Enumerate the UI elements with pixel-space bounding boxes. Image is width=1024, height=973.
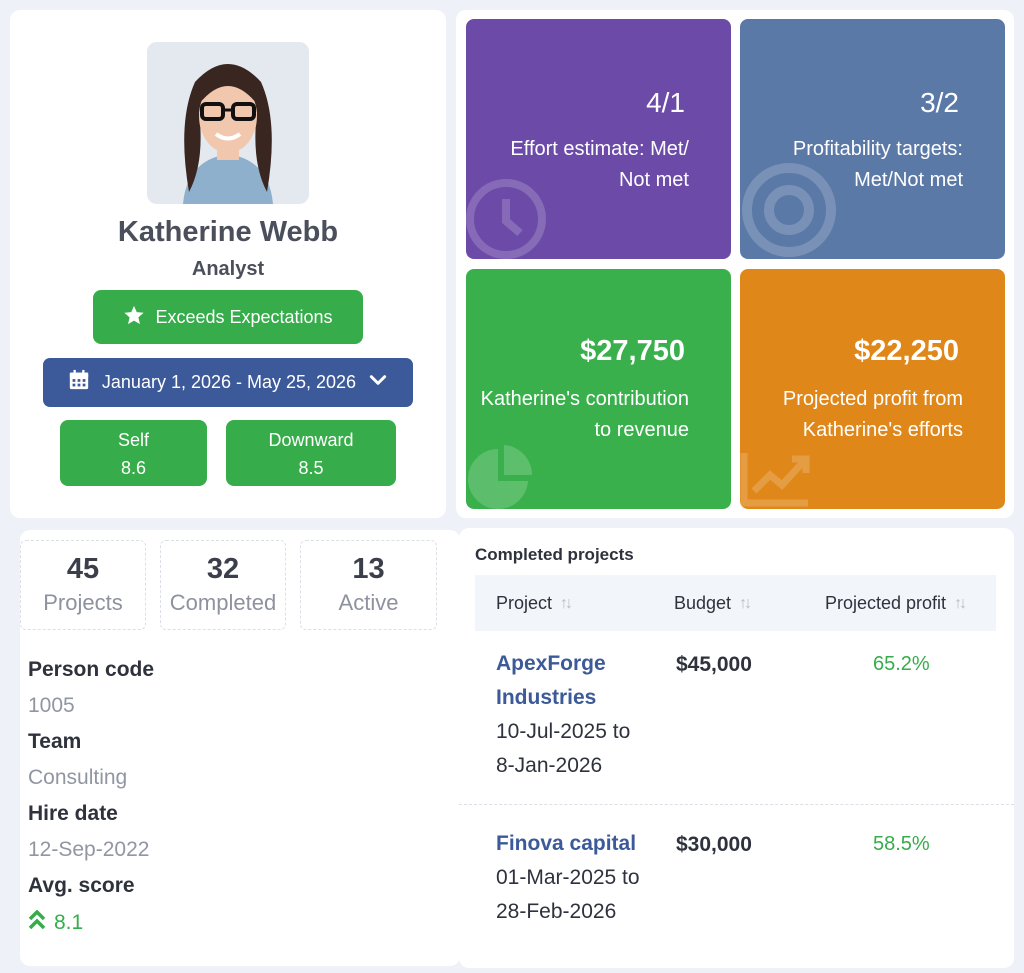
- avg-score-value: 8.1: [54, 911, 84, 934]
- stat-projects-count: 45: [66, 553, 100, 585]
- calendar-icon: [68, 369, 90, 396]
- clock-icon: [466, 179, 546, 259]
- stat-active-caption: Active: [338, 590, 399, 615]
- stat-projects[interactable]: 45 Projects: [20, 540, 146, 630]
- header-budget[interactable]: Budget ↑↓: [674, 593, 752, 613]
- kpi-panel: 4/1 Effort estimate: Met/Not met 3/2 Pro…: [456, 10, 1014, 518]
- person-name: Katherine Webb: [117, 216, 339, 248]
- avg-score: 8.1: [28, 909, 84, 936]
- downward-score-label: Downward: [268, 430, 354, 450]
- profitability-label: Profitability targets: Met/Not met: [792, 138, 963, 191]
- date-range-picker[interactable]: January 1, 2026 - May 25, 2026: [43, 358, 413, 407]
- stat-active-count: 13: [352, 553, 385, 585]
- profitability-targets-tile[interactable]: 3/2 Profitability targets: Met/Not met: [740, 19, 1005, 259]
- project-profit: 65.2%: [873, 653, 930, 675]
- date-range-label: January 1, 2026 - May 25, 2026: [101, 372, 357, 392]
- sort-icon: ↑↓: [739, 594, 752, 612]
- project-link-apexforge[interactable]: ApexForge Industries: [496, 652, 606, 709]
- project-dates: 01-Mar-2025 to 28-Feb-2026: [496, 866, 640, 923]
- projected-label: Projected profit from Katherine's efforts: [782, 388, 963, 441]
- rating-badge-button[interactable]: Exceeds Expectations: [93, 290, 363, 344]
- person-code-value: 1005: [28, 694, 75, 717]
- contribution-value: $27,750: [580, 335, 685, 367]
- effort-value: 4/1: [646, 87, 685, 118]
- pie-chart-icon: [468, 445, 533, 509]
- hire-date-value: 12-Sep-2022: [28, 838, 150, 861]
- stat-completed-count: 32: [206, 553, 240, 585]
- star-icon: [123, 304, 145, 331]
- team-label: Team: [28, 730, 82, 753]
- self-score-value: 8.6: [120, 458, 147, 478]
- stat-active[interactable]: 13 Active: [300, 540, 437, 630]
- details-card: 45 Projects 32 Completed 13 Active Perso…: [20, 530, 460, 966]
- sort-icon: ↑↓: [954, 594, 967, 612]
- header-projected-profit[interactable]: Projected profit ↑↓: [825, 593, 967, 613]
- rating-label: Exceeds Expectations: [155, 306, 333, 327]
- row-divider: [459, 804, 1014, 805]
- trend-up-icon: [740, 453, 810, 507]
- contribution-label: Katherine's contribution to revenue: [480, 388, 689, 441]
- avg-score-label: Avg. score: [28, 874, 135, 897]
- completed-projects-card: Completed projects Project ↑↓ Budget ↑↓ Pr…: [459, 528, 1014, 968]
- project-budget: $45,000: [676, 653, 752, 676]
- person-role: Analyst: [191, 258, 265, 280]
- profile-card: Katherine Webb Analyst Exceeds Expectati…: [10, 10, 446, 518]
- projected-profit-tile[interactable]: $22,250 Projected profit from Katherine's…: [740, 269, 1005, 509]
- self-score-label: Self: [117, 430, 150, 450]
- person-code-label: Person code: [28, 658, 155, 681]
- hire-date-label: Hire date: [28, 802, 118, 825]
- sort-icon: ↑↓: [560, 594, 573, 612]
- project-budget: $30,000: [676, 833, 752, 856]
- projected-value: $22,250: [854, 335, 959, 367]
- revenue-contribution-tile[interactable]: $27,750 Katherine's contribution to reven…: [466, 269, 731, 509]
- target-icon: [742, 163, 836, 257]
- downward-score-button[interactable]: Downward 8.5: [226, 420, 396, 486]
- stat-completed-caption: Completed: [169, 590, 277, 615]
- project-profit: 58.5%: [873, 833, 930, 855]
- team-value: Consulting: [28, 766, 128, 789]
- project-dates: 10-Jul-2025 to 8-Jan-2026: [496, 720, 631, 777]
- header-project[interactable]: Project ↑↓: [496, 593, 573, 613]
- effort-label: Effort estimate: Met/Not met: [510, 138, 689, 191]
- double-chevron-up-icon: [28, 909, 46, 936]
- stat-completed[interactable]: 32 Completed: [160, 540, 286, 630]
- downward-score-value: 8.5: [298, 458, 324, 478]
- effort-estimate-tile[interactable]: 4/1 Effort estimate: Met/Not met: [466, 19, 731, 259]
- stat-projects-caption: Projects: [43, 590, 123, 615]
- avatar: [147, 42, 309, 204]
- table-header: Project ↑↓ Budget ↑↓ Projected profit ↑↓: [475, 575, 996, 631]
- chevron-down-icon: [368, 370, 388, 395]
- table-title: Completed projects: [475, 545, 634, 564]
- profitability-value: 3/2: [920, 87, 959, 118]
- project-link-finova[interactable]: Finova capital: [496, 832, 637, 855]
- self-score-button[interactable]: Self 8.6: [60, 420, 207, 486]
